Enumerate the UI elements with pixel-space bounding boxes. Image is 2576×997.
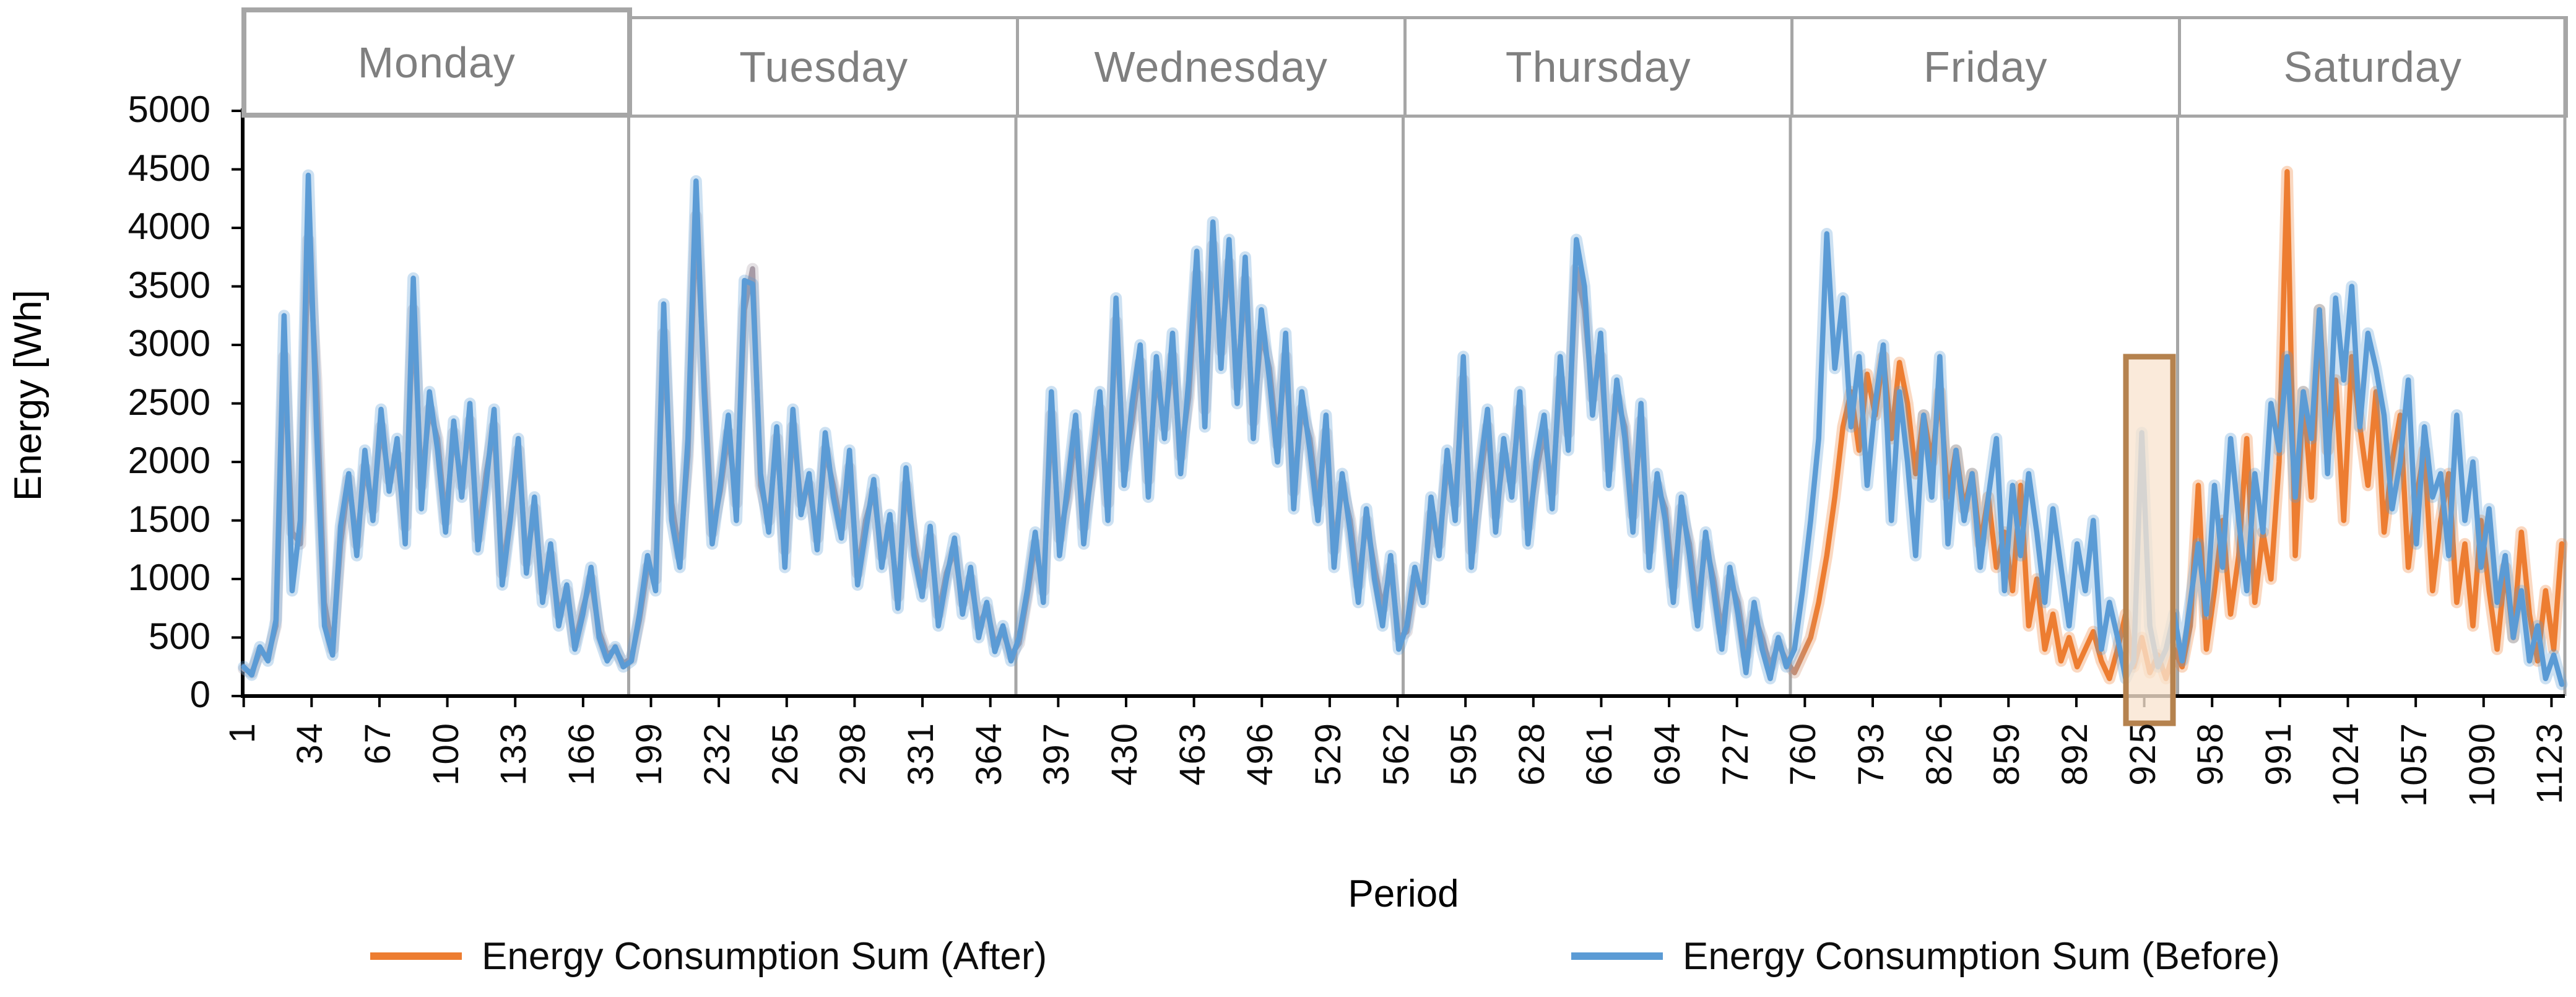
x-tick-label: 265: [765, 722, 805, 786]
x-tick-label: 793: [1851, 722, 1891, 786]
x-tick-label: 67: [357, 722, 398, 765]
x-tick-label: 958: [2190, 722, 2231, 786]
y-tick-label: 2500: [128, 381, 210, 423]
x-tick-label: 1090: [2461, 722, 2502, 808]
x-tick-label: 100: [425, 722, 466, 786]
x-tick-label: 859: [1987, 722, 2027, 786]
x-tick-label: 727: [1715, 722, 1756, 786]
x-tick-label: 331: [901, 722, 942, 786]
day-panel-header-monday: Monday: [241, 7, 632, 118]
day-panel-label: Monday: [357, 38, 516, 87]
day-panel-label: Saturday: [2283, 43, 2462, 91]
x-tick-label: 232: [697, 722, 738, 786]
y-tick-label: 2000: [128, 440, 210, 481]
y-tick-label: 0: [189, 674, 210, 715]
y-tick-label: 3500: [128, 264, 210, 306]
x-tick-label: 430: [1104, 722, 1145, 786]
x-tick-label: 133: [493, 722, 534, 786]
highlight-region: [2123, 354, 2176, 726]
x-tick-label: 826: [1919, 722, 1959, 786]
x-tick-label: 925: [2122, 722, 2163, 786]
day-panel-label: Thursday: [1505, 43, 1691, 91]
y-tick-label: 500: [148, 615, 210, 657]
y-tick-label: 3000: [128, 323, 210, 364]
x-tick-label: 1057: [2394, 722, 2435, 808]
x-tick-label: 298: [833, 722, 874, 786]
x-tick-label: 562: [1376, 722, 1416, 786]
x-tick-label: 199: [629, 722, 670, 786]
x-tick-label: 628: [1511, 722, 1552, 786]
legend-line-before-icon: [1571, 952, 1663, 960]
y-tick-label: 4000: [128, 206, 210, 247]
x-tick-label: 364: [968, 722, 1009, 786]
y-tick-label: 4500: [128, 147, 210, 189]
day-panel-label: Wednesday: [1094, 43, 1328, 91]
day-panel-label: Friday: [1923, 43, 2048, 91]
y-tick-label: 1000: [128, 557, 210, 598]
x-tick-label: 463: [1172, 722, 1213, 786]
x-tick-label: 892: [2054, 722, 2095, 786]
y-tick-label: 1500: [128, 498, 210, 540]
x-tick-label: 34: [290, 722, 331, 765]
x-tick-label: 166: [561, 722, 602, 786]
day-panel-header-wednesday: Wednesday: [1016, 16, 1407, 118]
x-tick-label: 694: [1647, 722, 1688, 786]
y-axis-title: Energy [Wh]: [7, 290, 50, 502]
day-panel-label: Tuesday: [739, 43, 909, 91]
legend-item-before: Energy Consumption Sum (Before): [1571, 934, 2280, 978]
x-tick-label: 595: [1444, 722, 1485, 786]
x-tick-label: 1123: [2530, 722, 2570, 804]
day-panel-header-tuesday: Tuesday: [628, 16, 1019, 118]
x-tick-label: 991: [2258, 722, 2299, 786]
day-panel-header-friday: Friday: [1790, 16, 2181, 118]
y-tick-label: 5000: [128, 89, 210, 130]
day-panel-header-saturday: Saturday: [2177, 16, 2568, 118]
x-tick-label: 397: [1036, 722, 1077, 786]
legend-line-after-icon: [370, 952, 462, 960]
x-axis-title: Period: [1348, 873, 1459, 915]
legend-label-after: Energy Consumption Sum (After): [482, 934, 1047, 978]
x-tick-label: 1024: [2326, 722, 2367, 808]
x-tick-label: 529: [1308, 722, 1348, 786]
x-tick-label: 661: [1579, 722, 1620, 786]
x-tick-label: 1: [222, 722, 262, 744]
x-tick-label: 760: [1783, 722, 1824, 786]
legend-item-after: Energy Consumption Sum (After): [370, 934, 1047, 978]
x-tick-label: 496: [1240, 722, 1281, 786]
legend-label-before: Energy Consumption Sum (Before): [1683, 934, 2280, 978]
day-panel-header-thursday: Thursday: [1403, 16, 1793, 118]
